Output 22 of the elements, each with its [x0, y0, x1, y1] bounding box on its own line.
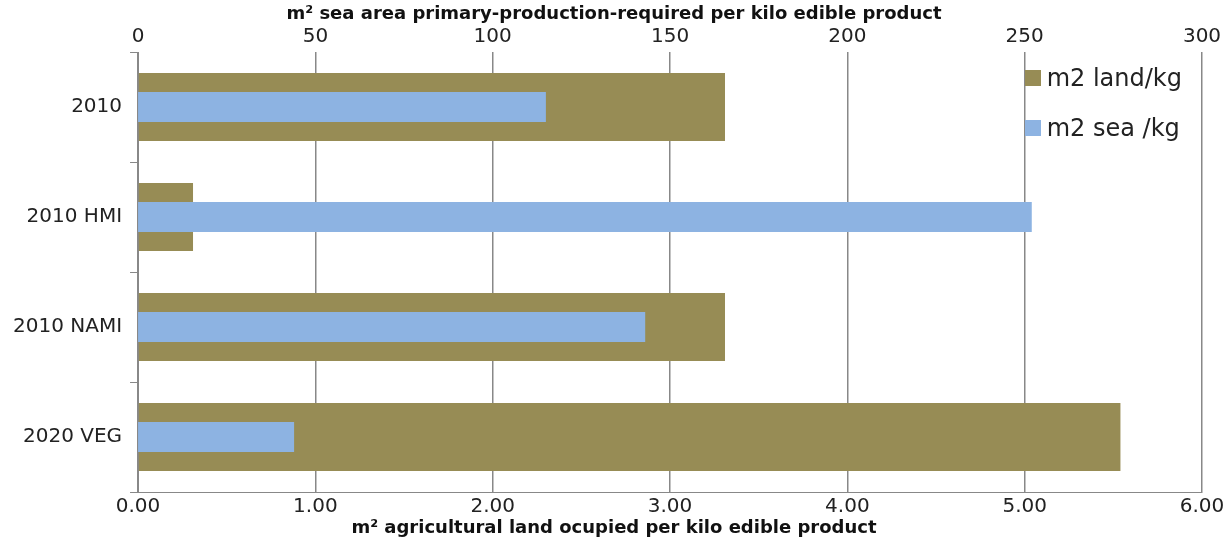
- x-tick-label: 1.00: [293, 493, 338, 518]
- x2-tick-label: 200: [828, 23, 867, 48]
- x2-tick-label: 50: [302, 23, 329, 48]
- y-tick-label: 2010 HMI: [26, 203, 123, 228]
- x-tick-label: 5.00: [1002, 493, 1047, 518]
- x-tick-label: 4.00: [825, 493, 870, 518]
- x2-tick-label: 250: [1005, 23, 1044, 48]
- legend-label: m2 land/kg: [1046, 64, 1182, 92]
- y-tick-label: 2010: [71, 93, 123, 118]
- x2-tick-label: 0: [131, 23, 145, 48]
- x-axis-title: m² agricultural land ocupied per kilo edible product: [350, 516, 878, 537]
- x2-tick-label: 100: [473, 23, 512, 48]
- x2-axis-title: m² sea area primary-production-required per kilo edible product: [285, 2, 943, 23]
- legend-label: m2 sea /kg: [1046, 114, 1180, 142]
- y-tick-label: 2020 VEG: [22, 423, 123, 448]
- x2-tick-label: 300: [1182, 23, 1222, 48]
- x-tick-label: 2.00: [470, 493, 515, 518]
- x2-tick-label: 150: [650, 23, 690, 48]
- x-tick-label: 6.00: [1179, 493, 1225, 518]
- x-tick-label: 3.00: [647, 493, 693, 518]
- x-tick-label: 0.00: [115, 493, 161, 518]
- y-tick-label: 2010 NAMI: [12, 313, 123, 338]
